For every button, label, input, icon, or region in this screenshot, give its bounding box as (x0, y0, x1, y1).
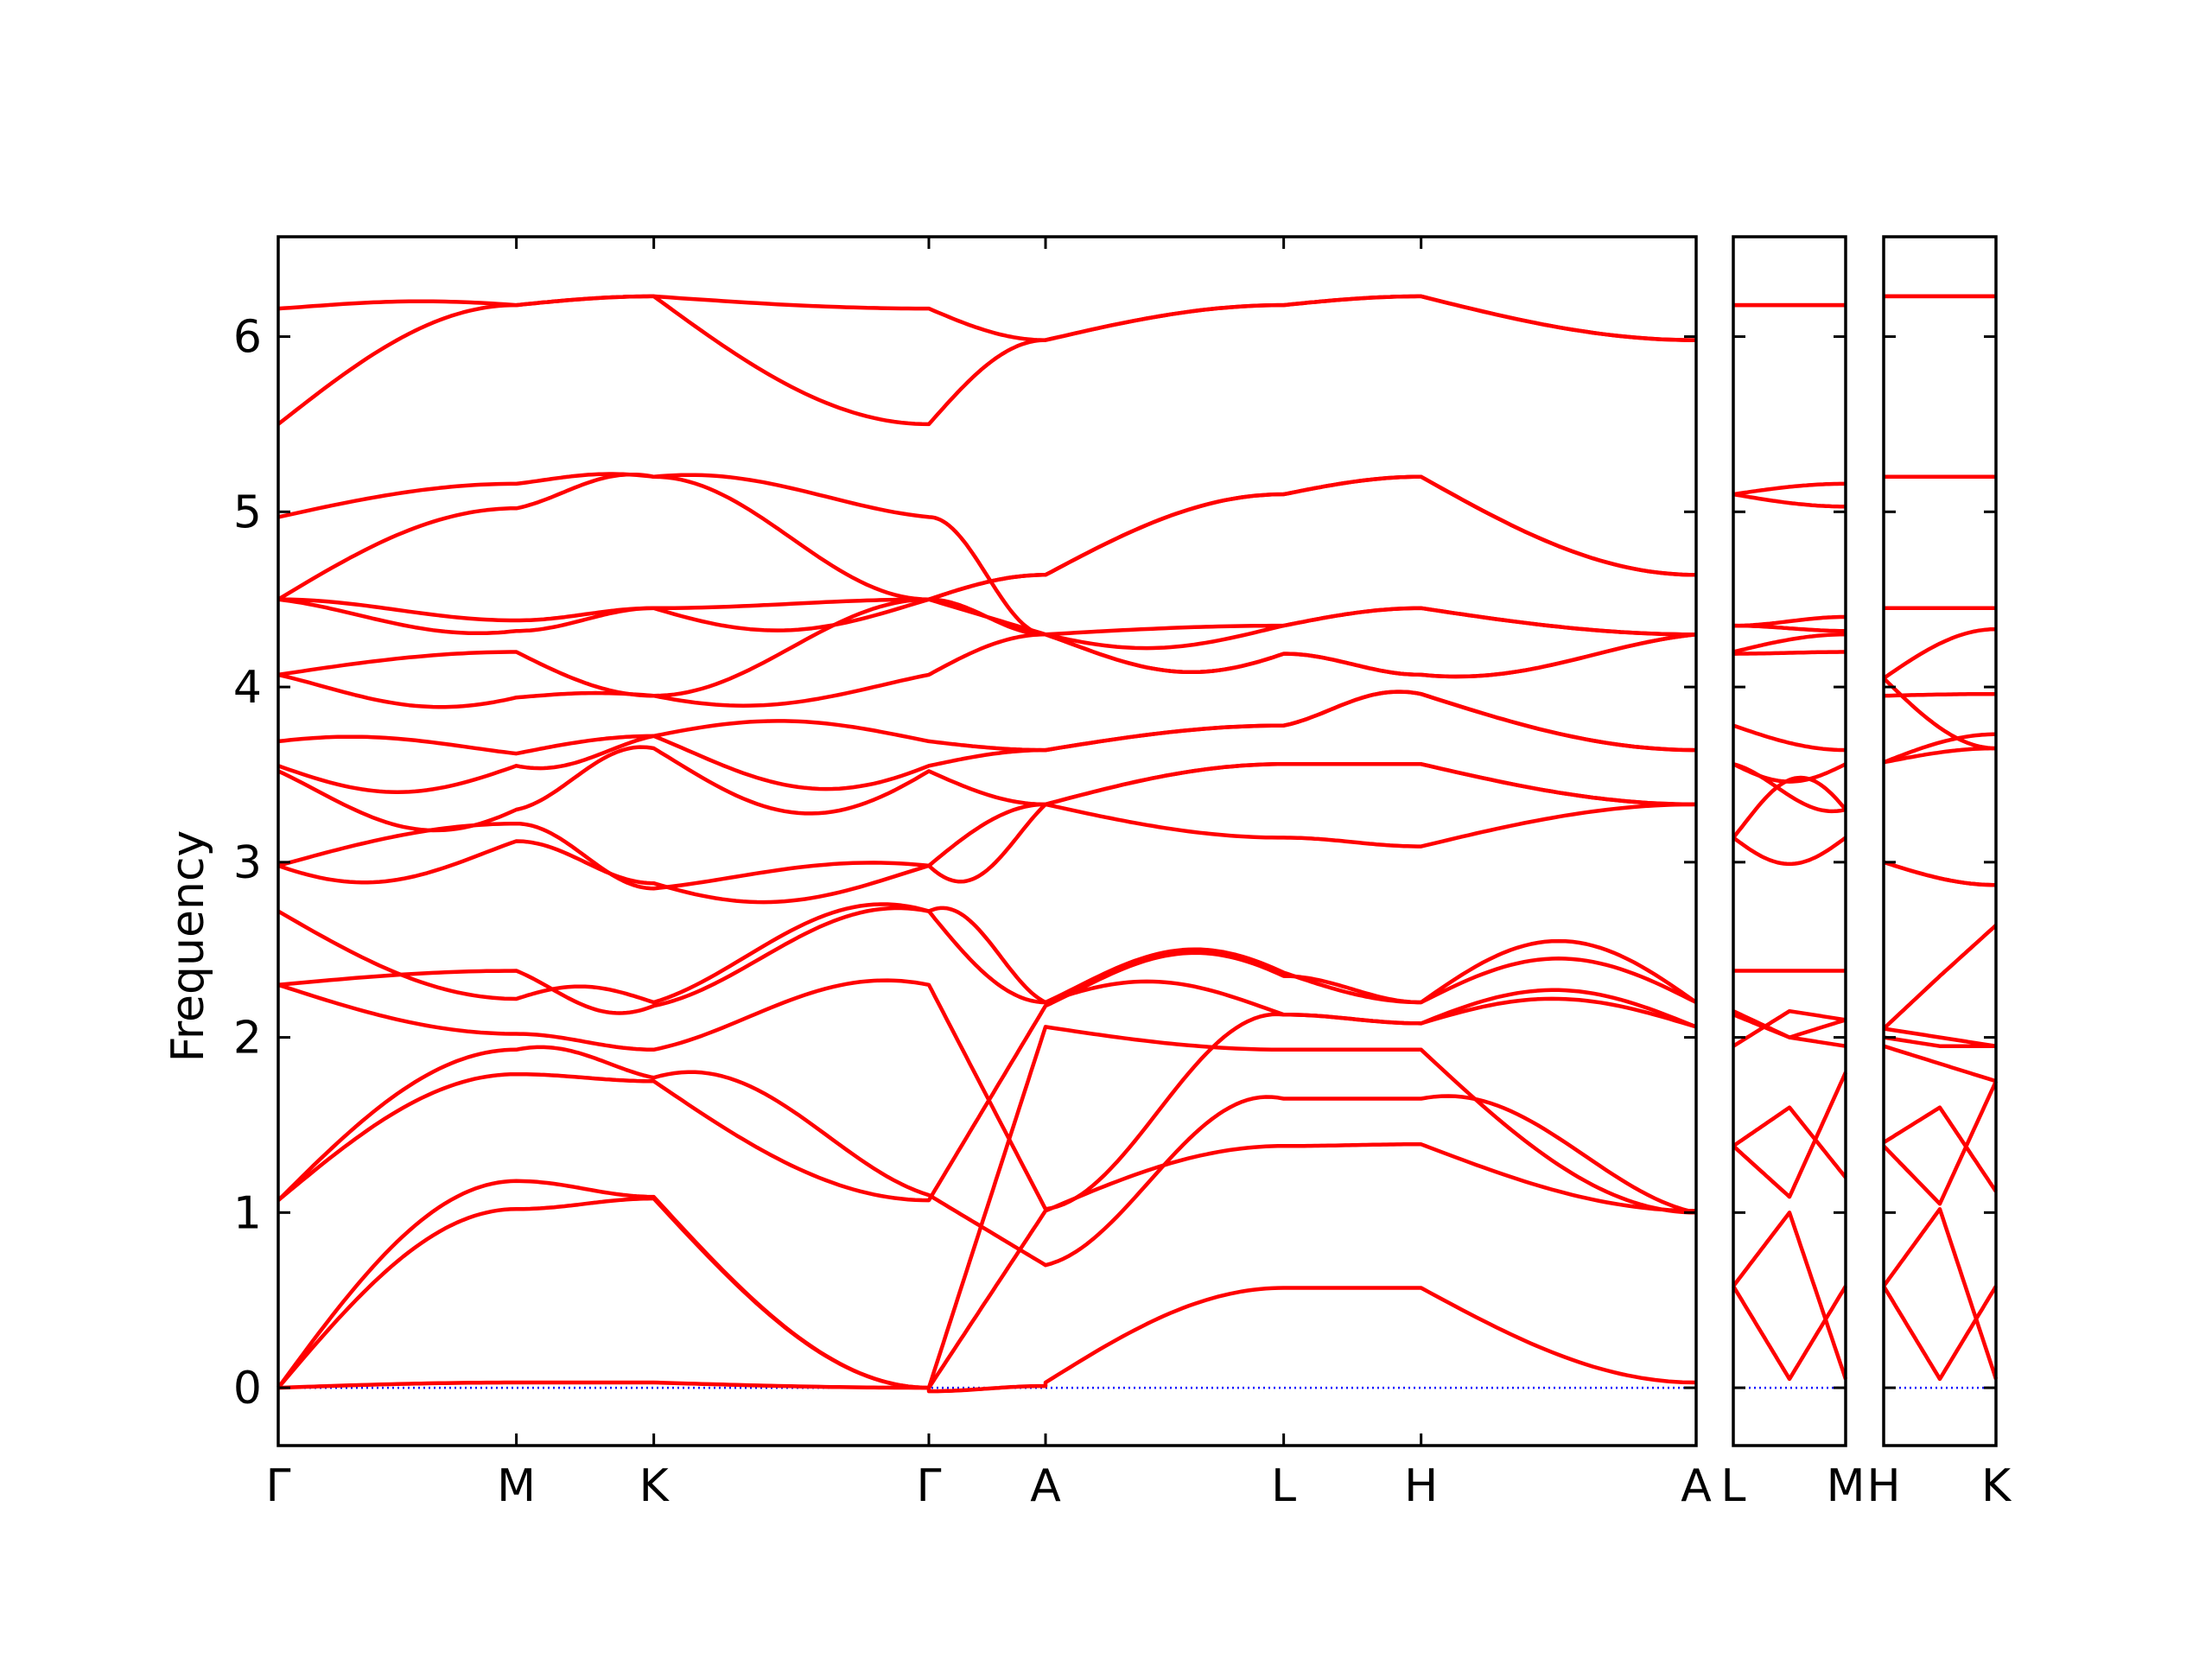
band-line-6-panel-3 (1883, 1035, 1996, 1048)
band-line-15-panel-3 (1882, 626, 1996, 680)
y-axis-label: Frequency (162, 830, 214, 1063)
band-line-18-panel-2 (1732, 492, 1846, 509)
x-tick-label: K (1981, 1460, 2012, 1512)
x-tick-label: A (1030, 1460, 1061, 1512)
band-line-12-panel-3 (1883, 732, 1996, 765)
band-line-14 (277, 632, 1697, 708)
band-line-2-panel-3 (1882, 1207, 1999, 1380)
x-tick-label: L (1721, 1460, 1746, 1512)
axes-layer (276, 235, 1998, 1447)
band-line-18 (276, 472, 1697, 651)
band-line-1-panel-2 (1732, 1285, 1847, 1382)
y-tick-label: 0 (233, 1363, 262, 1414)
band-line-17 (278, 474, 1697, 623)
band-line-11-panel-3 (1883, 746, 1997, 765)
band-line-14-panel-3 (1883, 691, 1996, 698)
band-line-7 (277, 906, 1697, 1029)
band-line-9-panel-2 (1732, 836, 1847, 867)
x-tick-label: M (1827, 1460, 1866, 1512)
band-line-4-panel-2 (1732, 1105, 1847, 1179)
band-line-20 (276, 294, 1696, 427)
band-line-10-panel-3 (1883, 860, 1996, 887)
band-line-5-panel-3 (1883, 1044, 1997, 1084)
x-tick-label: K (639, 1460, 671, 1512)
band-line-16 (277, 474, 1697, 636)
band-line-11 (277, 745, 1696, 833)
band-line-2 (276, 1025, 1697, 1390)
x-tick-label: M (497, 1460, 536, 1512)
y-tick-label: 4 (233, 662, 262, 714)
band-line-15-panel-2 (1732, 632, 1846, 654)
band-line-6 (277, 978, 1697, 1211)
y-tick-label: 6 (233, 312, 262, 364)
x-tick-label: H (1866, 1460, 1900, 1512)
band-line-1 (277, 1286, 1697, 1394)
band-line-13 (277, 690, 1697, 756)
x-tick-label: Γ (266, 1460, 291, 1512)
x-tick-label: H (1404, 1460, 1438, 1512)
band-line-7-panel-3 (1883, 1027, 1997, 1048)
band-line-13-panel-3 (1882, 677, 1996, 751)
band-line-8-panel-3 (1882, 924, 1998, 1031)
band-line-12-panel-2 (1732, 762, 1847, 784)
band-line-4 (276, 950, 1697, 1203)
band-line-19 (277, 472, 1697, 679)
axes-frame-panel-2 (1732, 235, 1847, 1447)
band-line-5 (276, 1045, 1697, 1268)
band-line-14-panel-2 (1733, 650, 1846, 656)
band-line-3-panel-3 (1882, 1080, 1999, 1206)
axes-frame-panel-1 (276, 235, 1698, 1447)
band-line-7-panel-2 (1732, 1009, 1847, 1039)
band-line-21 (277, 294, 1696, 342)
x-tick-label: L (1271, 1460, 1296, 1512)
x-tick-label: A (1681, 1460, 1712, 1512)
band-line-3 (276, 1142, 1696, 1390)
band-line-10-panel-2 (1732, 775, 1847, 839)
band-line-8 (276, 902, 1698, 1005)
y-tick-label: 3 (233, 837, 262, 889)
y-tick-label: 1 (233, 1187, 262, 1239)
y-tick-label: 5 (233, 486, 262, 538)
band-line-17-panel-2 (1733, 623, 1846, 633)
band-line-4-panel-3 (1882, 1105, 1998, 1193)
axes-frame-panel-3 (1882, 235, 1998, 1447)
band-line-9 (277, 802, 1697, 905)
band-line-2-panel-2 (1732, 1211, 1848, 1380)
x-tick-label: Γ (916, 1460, 941, 1512)
band-line-13-panel-2 (1732, 723, 1847, 753)
bands-layer (276, 294, 1999, 1394)
band-line-3-panel-2 (1732, 1071, 1848, 1199)
y-tick-label: 2 (233, 1013, 262, 1065)
band-line-5-panel-2 (1732, 1008, 1847, 1048)
band-line-19-panel-2 (1732, 481, 1846, 497)
